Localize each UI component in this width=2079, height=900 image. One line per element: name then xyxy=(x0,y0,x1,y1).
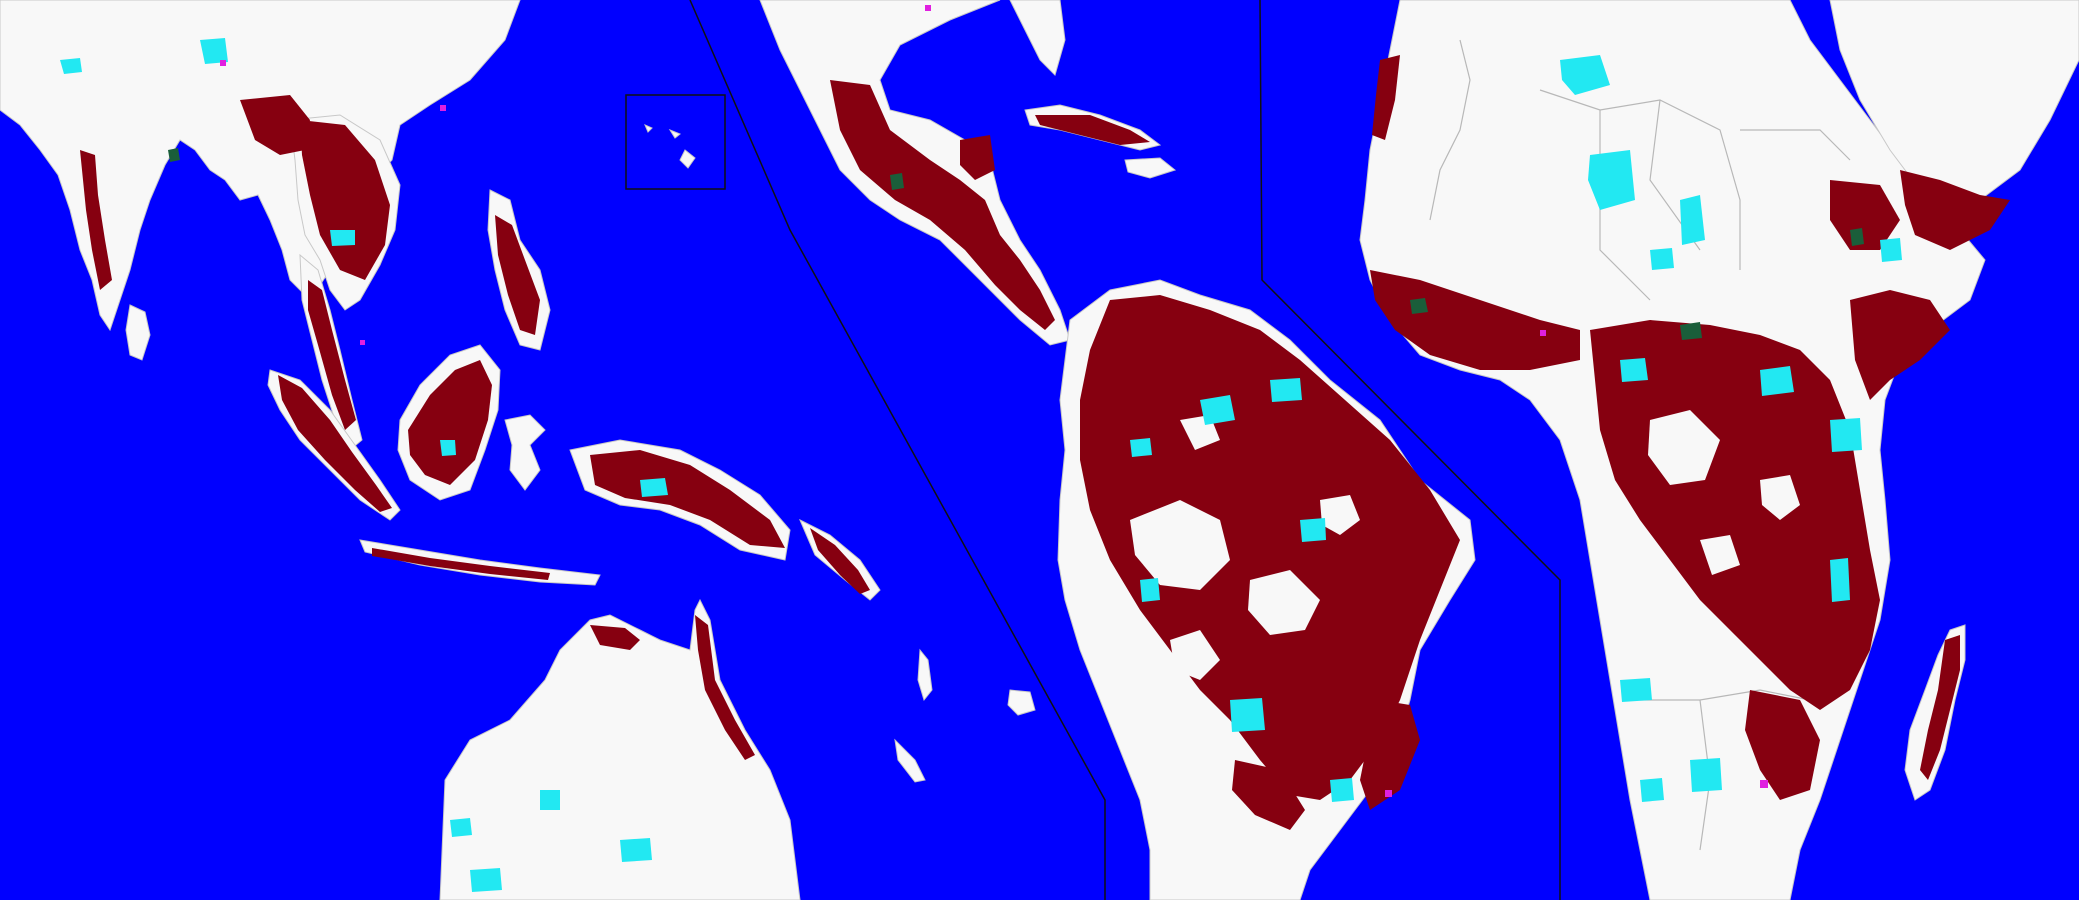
water-borneo xyxy=(440,440,456,456)
water-congo-2 xyxy=(1760,366,1794,396)
clearing-amazon-4 xyxy=(1320,495,1360,535)
forest-east-africa xyxy=(1850,290,1950,400)
water-sahara-3 xyxy=(1680,195,1705,245)
water-india-2 xyxy=(200,38,228,64)
other-africa-2 xyxy=(1540,330,1546,336)
panel-americas xyxy=(759,0,1476,900)
landmass-hispaniola xyxy=(1124,157,1177,179)
forest-mozambique xyxy=(1745,690,1820,800)
forest-amazon xyxy=(1080,295,1460,800)
water-australia-3 xyxy=(620,838,652,862)
forest-borneo xyxy=(408,360,492,485)
landmass-sulawesi xyxy=(504,414,546,491)
forest-western-ghats xyxy=(80,150,112,290)
clearing-congo-3 xyxy=(1700,535,1740,575)
water-lake-chad xyxy=(1650,248,1674,270)
forest-cuba xyxy=(1035,115,1150,145)
forest-australia-top xyxy=(590,625,640,650)
dense-forest-west-africa xyxy=(1410,298,1428,314)
landmass-new-caledonia xyxy=(894,738,926,783)
water-amazon-1 xyxy=(1200,395,1235,425)
other-africa-1 xyxy=(1760,780,1768,788)
water-southern-africa-3 xyxy=(1640,778,1664,802)
water-india-1 xyxy=(60,58,82,74)
landmass-sri-lanka xyxy=(125,304,151,361)
forest-malay xyxy=(308,280,356,430)
water-southern-africa-1 xyxy=(1620,678,1652,702)
landmass-fiji xyxy=(1007,689,1036,716)
landmass-vanuatu xyxy=(917,648,933,702)
landmass-florida xyxy=(1009,0,1066,76)
other-asia-3 xyxy=(360,340,365,345)
panel-asia-oceania xyxy=(0,0,1036,900)
water-pantanal xyxy=(1230,698,1265,732)
panel-africa xyxy=(1359,0,2079,900)
forest-yucatan xyxy=(960,135,995,180)
boundary-africa-2 xyxy=(1539,89,1741,270)
water-south-brazil xyxy=(1330,778,1354,802)
water-indochina xyxy=(330,230,355,246)
water-australia-4 xyxy=(470,868,502,892)
boundary-africa-6 xyxy=(1640,689,1811,701)
water-amazon-4 xyxy=(1300,518,1326,542)
boundary-africa-5 xyxy=(1740,129,1851,161)
clearing-amazon-1 xyxy=(1130,500,1230,590)
panel-divider-1 xyxy=(689,0,1106,900)
water-lake-tanganyika xyxy=(1830,558,1850,602)
forest-solomons xyxy=(810,528,870,594)
water-congo-1 xyxy=(1620,358,1648,382)
other-americas-2 xyxy=(925,5,931,11)
forest-ethiopia xyxy=(1830,180,1900,250)
panel-divider-2 xyxy=(1259,0,1561,900)
other-americas-1 xyxy=(1385,790,1392,797)
water-east-1 xyxy=(1880,238,1902,262)
water-australia-2 xyxy=(540,790,560,810)
forest-west-africa xyxy=(1370,270,1580,370)
water-australia-1 xyxy=(450,818,472,837)
water-sahara-1 xyxy=(1560,55,1610,95)
water-lake-victoria xyxy=(1830,418,1862,452)
forest-indochina xyxy=(300,120,390,280)
forest-philippines xyxy=(495,215,540,335)
dense-forest-mexico xyxy=(890,173,904,190)
other-asia-2 xyxy=(440,105,446,111)
landmass-hawaii xyxy=(644,124,696,169)
forest-mexico xyxy=(830,80,1055,330)
dense-forest-asia xyxy=(168,148,180,162)
water-amazon-2 xyxy=(1270,378,1302,402)
forest-arabia-coast xyxy=(1900,170,2010,250)
clearing-amazon-2 xyxy=(1248,570,1320,635)
dense-forest-cameroon xyxy=(1680,322,1702,340)
water-new-guinea xyxy=(640,478,668,497)
forest-madagascar xyxy=(1920,635,1960,780)
dense-forest-east-africa xyxy=(1850,228,1864,246)
clearing-congo-1 xyxy=(1648,410,1720,485)
forest-sumatra xyxy=(278,375,392,512)
forest-northeast-india xyxy=(240,95,310,155)
forest-java xyxy=(372,548,550,580)
water-amazon-3 xyxy=(1130,438,1152,457)
forest-northeast-australia xyxy=(695,615,755,760)
water-amazon-5 xyxy=(1140,578,1160,602)
landmass-asia-mainland xyxy=(0,0,521,332)
forest-new-guinea xyxy=(590,450,785,548)
clearing-amazon-3 xyxy=(1170,630,1220,680)
forest-atlantic xyxy=(1360,700,1420,810)
clearing-congo-2 xyxy=(1760,475,1800,520)
hawaii-inset-box xyxy=(625,94,726,190)
boundary-africa-1 xyxy=(1429,39,1471,221)
water-southern-africa-2 xyxy=(1690,758,1722,792)
water-sahara-2 xyxy=(1588,150,1635,210)
forest-western-sahara xyxy=(1372,55,1400,140)
other-asia-1 xyxy=(220,60,226,66)
forest-southern-brazil xyxy=(1232,760,1305,830)
